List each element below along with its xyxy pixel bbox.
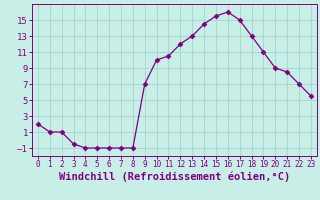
X-axis label: Windchill (Refroidissement éolien,°C): Windchill (Refroidissement éolien,°C) (59, 172, 290, 182)
